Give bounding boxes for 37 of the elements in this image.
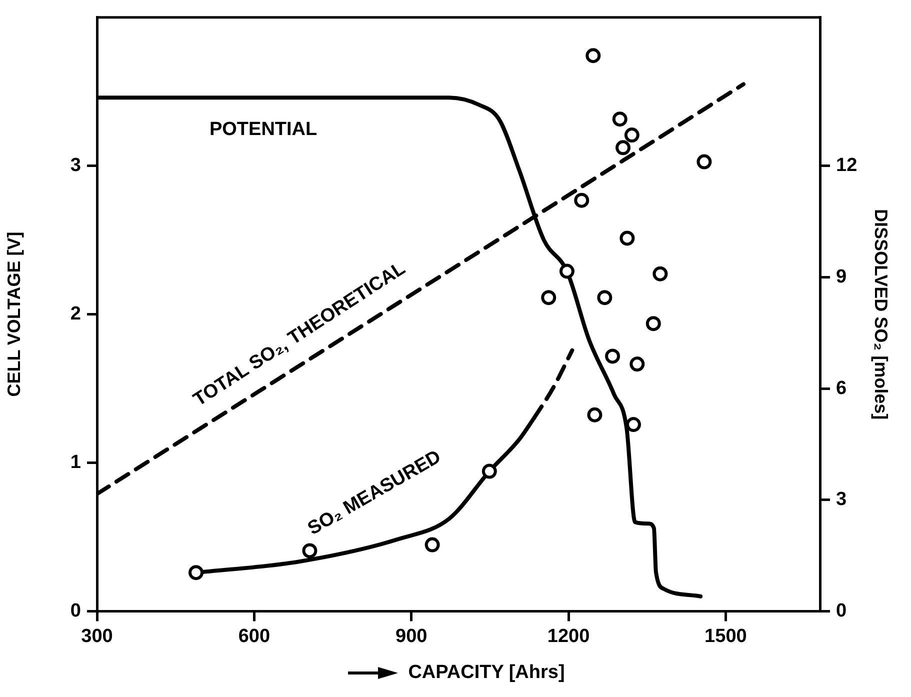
point bbox=[188, 565, 204, 580]
y2-tick-label: 12 bbox=[836, 155, 858, 176]
y2-axis-title: DISSOLVED SO₂ [moles] bbox=[871, 208, 892, 420]
x-tick-label: 900 bbox=[395, 626, 428, 647]
point bbox=[646, 316, 661, 332]
point bbox=[652, 266, 668, 282]
y-axis-title: CELL VOLTAGE [V] bbox=[4, 232, 24, 397]
y2-tick-label: 9 bbox=[836, 266, 847, 288]
y-tick-label: 1 bbox=[70, 452, 82, 473]
point bbox=[302, 543, 318, 558]
point bbox=[616, 140, 631, 156]
point bbox=[620, 230, 635, 246]
y-tick-label: 2 bbox=[70, 304, 81, 325]
x-tick-label: 300 bbox=[81, 626, 113, 647]
point bbox=[574, 192, 590, 208]
series-label: POTENTIAL bbox=[209, 118, 318, 140]
point bbox=[626, 417, 641, 432]
point bbox=[482, 464, 497, 479]
point bbox=[624, 128, 640, 143]
point bbox=[630, 356, 645, 372]
point bbox=[597, 290, 612, 306]
y-tick-label: 0 bbox=[70, 600, 81, 622]
y2-tick-label: 3 bbox=[836, 489, 847, 510]
point bbox=[424, 537, 440, 552]
y2-tick-label: 6 bbox=[836, 378, 847, 399]
x-tick-label: 600 bbox=[238, 626, 270, 647]
point bbox=[587, 407, 602, 422]
x-axis-title: CAPACITY [Ahrs] bbox=[408, 662, 565, 683]
point bbox=[586, 48, 601, 64]
y-tick-label: 3 bbox=[70, 155, 81, 176]
point bbox=[696, 154, 712, 170]
x-tick-label: 1200 bbox=[547, 626, 590, 647]
y2-tick-label: 0 bbox=[836, 600, 847, 622]
point bbox=[612, 112, 628, 127]
point bbox=[605, 348, 620, 364]
point bbox=[541, 290, 556, 306]
x-tick-label: 1500 bbox=[704, 626, 747, 647]
